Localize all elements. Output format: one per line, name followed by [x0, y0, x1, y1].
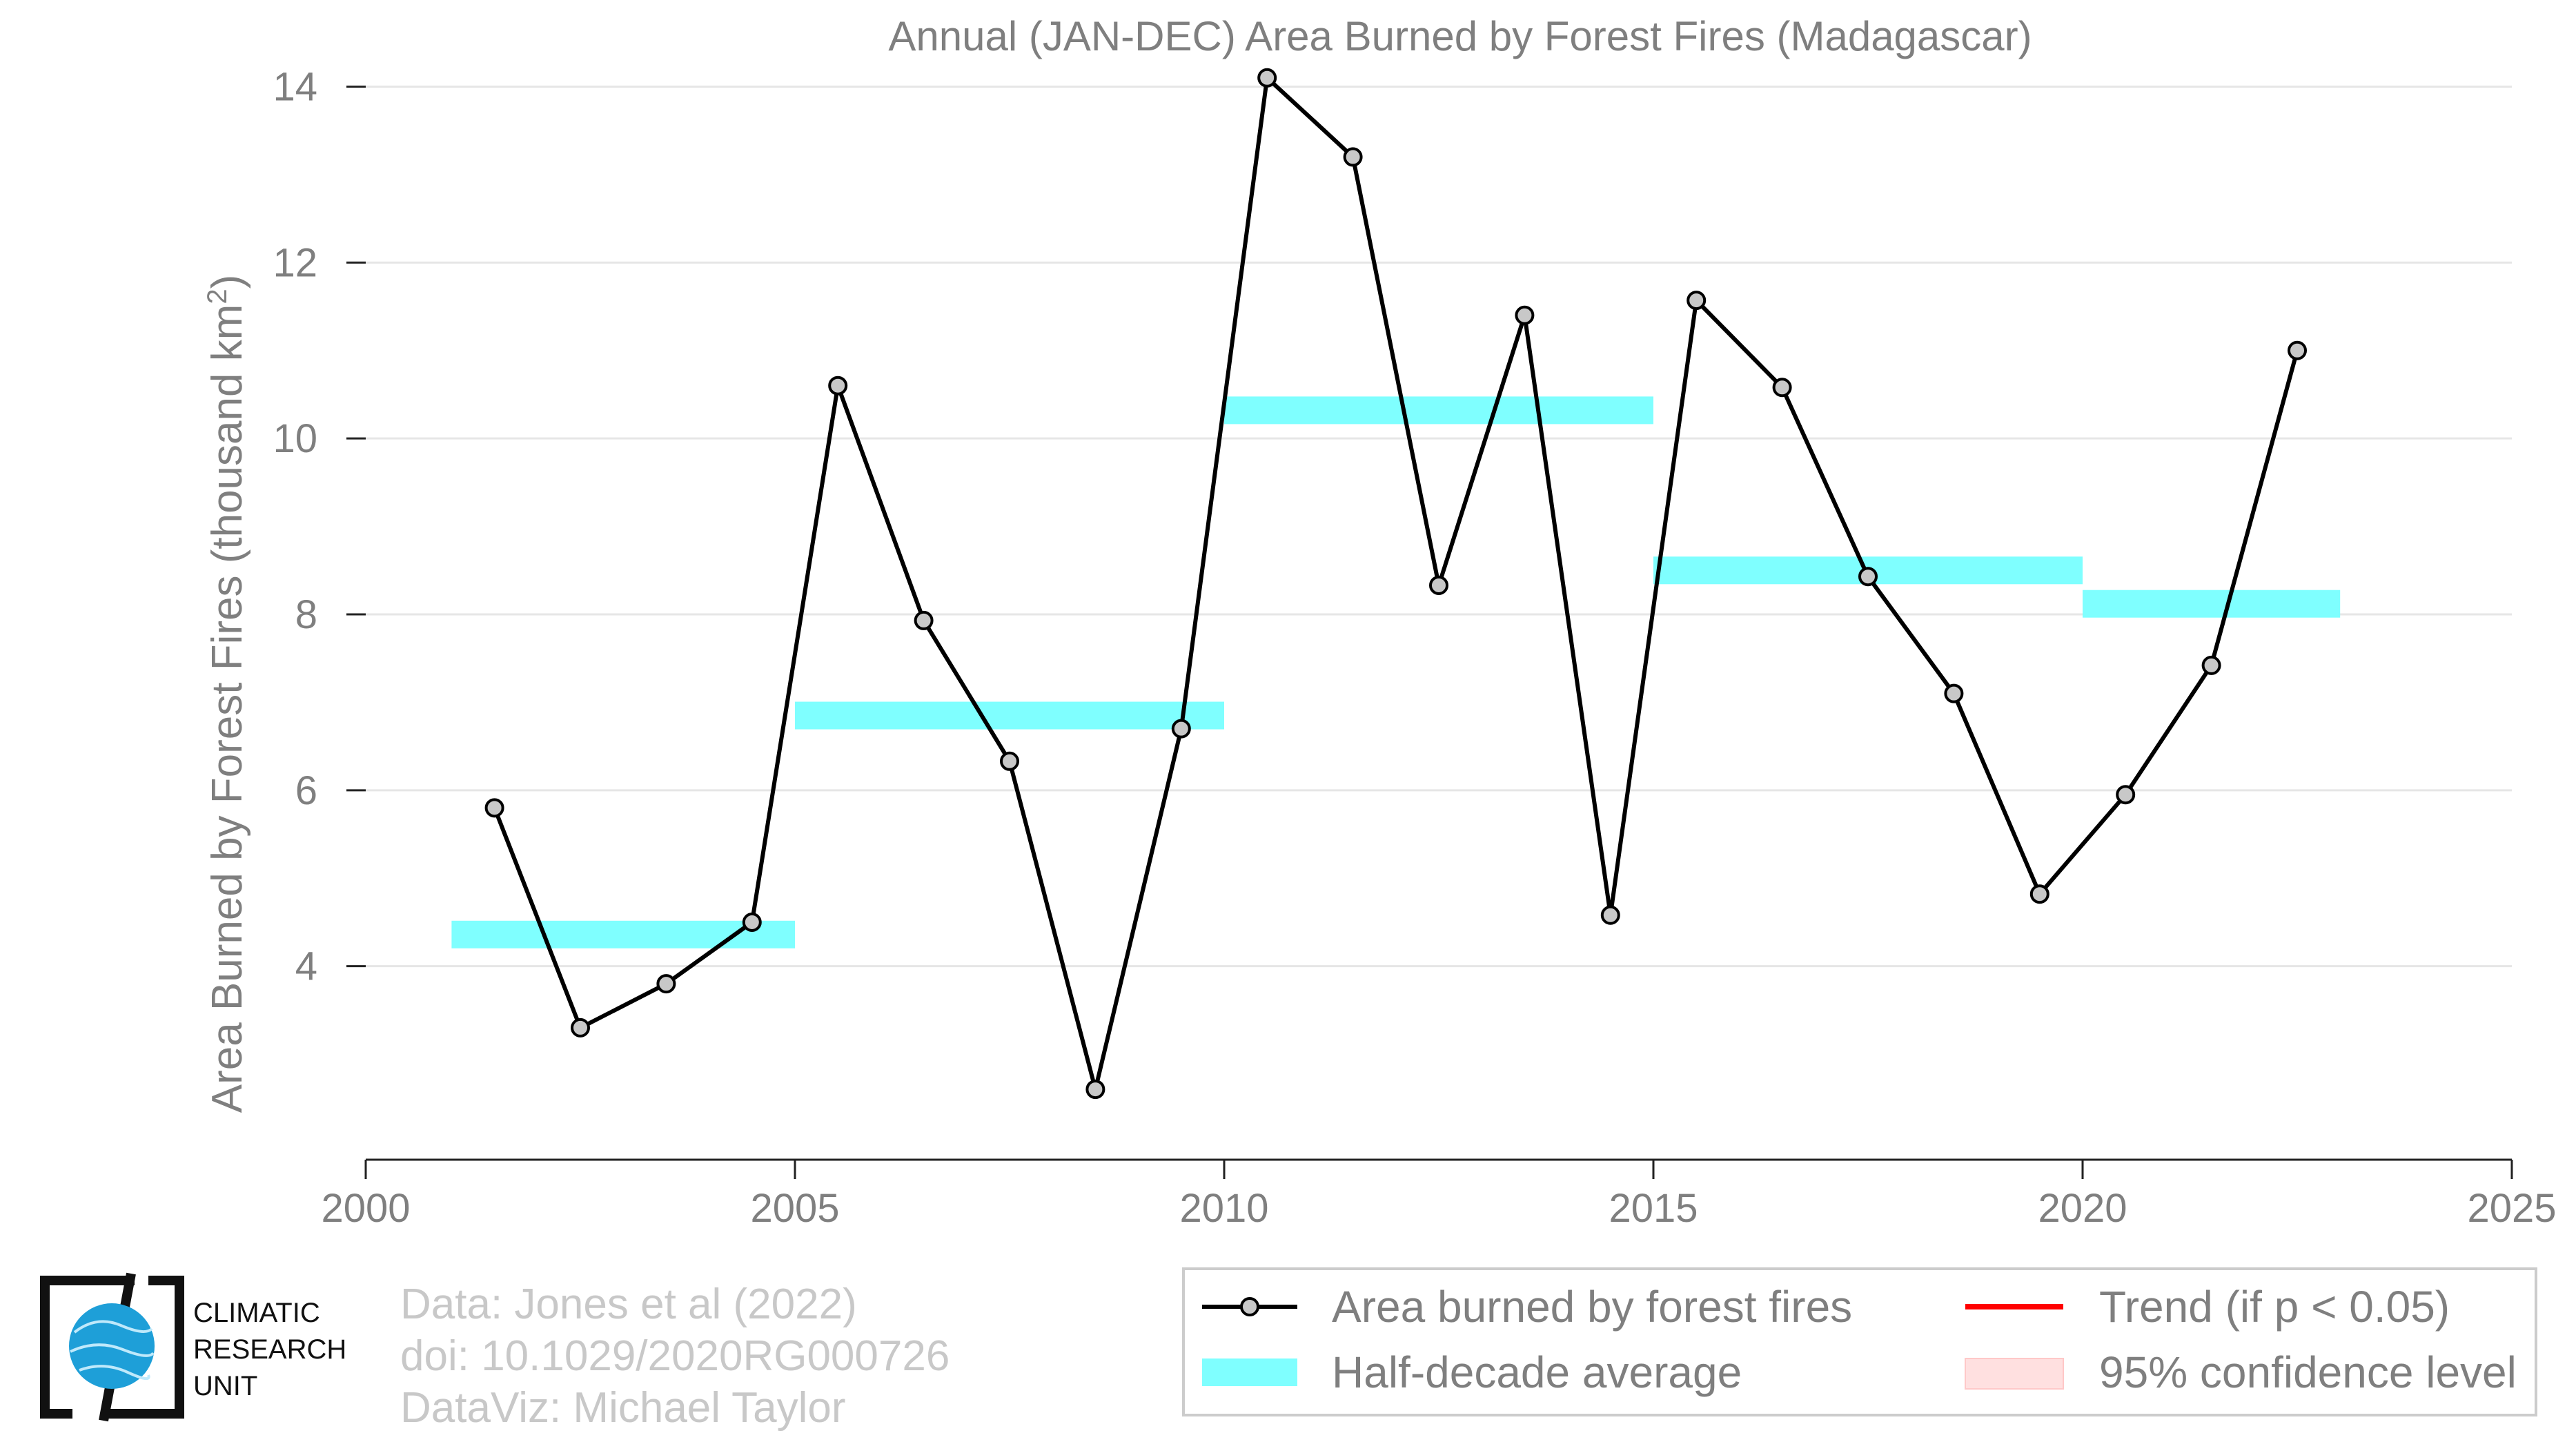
- data-point: [484, 798, 504, 818]
- area-burned-line: [492, 75, 2299, 1092]
- data-point: [914, 610, 934, 630]
- legend-marker-area-burned: [1240, 1297, 1259, 1316]
- x-axis: 2000 2005 2010 2015 2020 2025: [321, 1160, 2557, 1231]
- area-burned-markers: [484, 68, 2307, 1100]
- data-point: [828, 376, 848, 396]
- y-axis-label-close: ): [204, 275, 251, 289]
- data-point: [1000, 751, 1019, 771]
- legend-label-area-burned: Area burned by forest fires: [1332, 1282, 1852, 1332]
- x-tick-label: 2020: [2038, 1186, 2127, 1231]
- legend-label-trend: Trend (if p < 0.05): [2099, 1282, 2450, 1332]
- y-axis: 4 6 8 10 12 14: [273, 64, 366, 989]
- y-tick-label: 6: [295, 768, 317, 813]
- data-point: [1944, 683, 1964, 703]
- legend: Area burned by forest fires Half-decade …: [1182, 1267, 2537, 1416]
- credit-dataviz: DataViz: Michael Taylor: [400, 1384, 846, 1432]
- x-tick-label: 2000: [321, 1186, 410, 1231]
- credit-doi: doi: 10.1029/2020RG000726: [400, 1332, 950, 1380]
- cru-logo: CLIMATIC RESEARCH UNIT: [40, 1272, 346, 1422]
- data-point: [1171, 719, 1191, 739]
- y-tick-label: 10: [273, 416, 317, 461]
- data-point: [2029, 884, 2049, 904]
- y-tick-label: 14: [273, 64, 317, 109]
- data-point: [1257, 68, 1277, 88]
- data-point: [1772, 378, 1792, 398]
- data-point: [2116, 785, 2136, 805]
- data-point: [1600, 905, 1620, 925]
- legend-label-confidence: 95% confidence level: [2099, 1347, 2517, 1397]
- logo-text-unit: UNIT: [193, 1371, 257, 1401]
- half-decade-bar: [1224, 396, 1653, 425]
- x-tick-label: 2005: [750, 1186, 839, 1231]
- logo-frame-icon: [40, 1276, 135, 1419]
- y-axis-label-main: Area Burned by Forest Fires (thousand km: [204, 304, 251, 1113]
- globe-contour-icon: [70, 1320, 155, 1381]
- x-tick-label: 2010: [1179, 1186, 1268, 1231]
- y-tick-label: 12: [273, 240, 317, 285]
- data-point: [2201, 655, 2221, 675]
- data-point: [1687, 291, 1707, 311]
- credit-data-source: Data: Jones et al (2022): [400, 1280, 857, 1328]
- y-axis-label: Area Burned by Forest Fires (thousand km…: [202, 275, 251, 1113]
- data-point: [742, 912, 762, 932]
- data-point: [1515, 305, 1535, 325]
- logo-text-research: RESEARCH: [193, 1334, 346, 1365]
- half-decade-average-bars: [451, 396, 2341, 948]
- gridlines: [366, 85, 2512, 968]
- logo-frame-icon-right: [104, 1276, 184, 1419]
- half-decade-bar: [2083, 590, 2341, 618]
- y-tick-label: 8: [295, 592, 317, 637]
- legend-swatch-confidence: [1965, 1358, 2064, 1390]
- legend-swatch-half-decade: [1202, 1359, 1297, 1386]
- logo-text-climatic: CLIMATIC: [193, 1298, 320, 1328]
- data-point: [1343, 147, 1363, 167]
- credits: Data: Jones et al (2022) doi: 10.1029/20…: [400, 1280, 950, 1432]
- data-point: [1858, 567, 1878, 587]
- data-point: [2288, 340, 2307, 360]
- legend-label-half-decade: Half-decade average: [1332, 1347, 1742, 1397]
- data-point: [656, 974, 676, 994]
- chart-title: Annual (JAN-DEC) Area Burned by Forest F…: [888, 13, 2032, 59]
- y-axis-label-superscript: 2: [202, 289, 233, 304]
- legend-box: [1182, 1267, 2537, 1416]
- x-tick-label: 2015: [1609, 1186, 1698, 1231]
- x-tick-label: 2025: [2467, 1186, 2556, 1231]
- data-point: [571, 1017, 590, 1038]
- half-decade-bar: [795, 701, 1224, 730]
- y-tick-label: 4: [295, 944, 317, 989]
- data-point: [1429, 575, 1448, 595]
- data-point: [1085, 1080, 1105, 1100]
